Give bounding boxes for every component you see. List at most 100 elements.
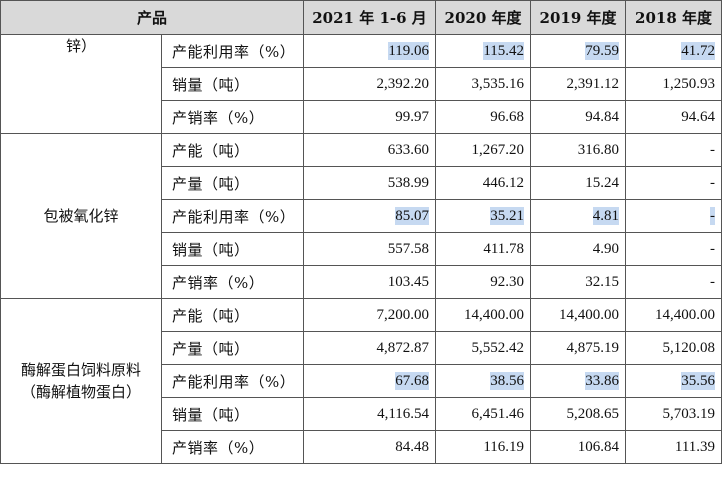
value-cell: 79.59 xyxy=(530,34,627,68)
value-cell: - xyxy=(625,133,723,167)
value-cell: 6,451.46 xyxy=(435,397,532,431)
value-text: 116.19 xyxy=(483,438,525,455)
table-row: 酶解蛋白饲料原料 （酶解植物蛋白） 产能（吨） 7,200.00 14,400.00 14… xyxy=(0,298,723,464)
value-cell: 15.24 xyxy=(530,166,627,200)
value-text: - xyxy=(710,273,716,290)
table-body: 锌） 产能利用率（%） 119.06 115.42 79.59 41.72 销量（吨） 2,3… xyxy=(0,34,723,464)
metric-label: 产量（吨） xyxy=(160,331,305,365)
value-cell: - xyxy=(625,166,723,200)
value-cell: 38.56 xyxy=(435,364,532,398)
header-row: 产品 2021 年 1-6 月 2020 年度 2019 年度 2018 年度 xyxy=(0,0,723,35)
value-cell: - xyxy=(625,265,723,299)
value-text: 411.78 xyxy=(483,240,525,257)
value-cell: 92.30 xyxy=(435,265,532,299)
value-text: 15.24 xyxy=(585,174,620,191)
value-text: - xyxy=(710,141,716,158)
value-cell: 96.68 xyxy=(435,100,532,134)
value-cell: 5,552.42 xyxy=(435,331,532,365)
value-text: 96.68 xyxy=(490,108,525,125)
value-text: 4,872.87 xyxy=(376,339,430,356)
value-cell: 41.72 xyxy=(625,34,723,68)
table-row: 锌） 产能利用率（%） 119.06 115.42 79.59 41.72 xyxy=(0,34,723,134)
value-text: 115.42 xyxy=(483,41,525,60)
table-row: 销量（吨） 2,392.20 3,535.16 2,391.12 1,250.93 xyxy=(1,67,723,101)
value-cell: 4.90 xyxy=(530,232,627,266)
value-text: 79.59 xyxy=(585,41,620,60)
header-2021h1: 2021 年 1-6 月 xyxy=(303,0,437,35)
value-text: 14,400.00 xyxy=(655,306,716,323)
value-cell: 3,535.16 xyxy=(435,67,532,101)
value-cell: 316.80 xyxy=(530,133,627,167)
value-text: 33.86 xyxy=(585,371,620,390)
value-cell: 116.19 xyxy=(435,430,532,464)
table-row: 产销率（%） 103.45 92.30 32.15 - xyxy=(1,265,723,299)
value-text: 4.81 xyxy=(592,206,620,225)
value-cell: 84.48 xyxy=(303,430,437,464)
value-text: 92.30 xyxy=(490,273,525,290)
value-text: 103.45 xyxy=(387,273,430,290)
metric-label: 产能利用率（%） xyxy=(160,34,305,68)
value-cell: 94.64 xyxy=(625,100,723,134)
value-cell: - xyxy=(625,232,723,266)
product-cell: 锌） xyxy=(0,34,162,134)
value-text: 446.12 xyxy=(482,174,525,191)
value-cell: 1,250.93 xyxy=(625,67,723,101)
product-cell: 包被氧化锌 xyxy=(0,133,162,299)
value-cell: 1,267.20 xyxy=(435,133,532,167)
value-text: 38.56 xyxy=(490,371,525,390)
value-cell: 85.07 xyxy=(303,199,437,233)
value-text: 4.90 xyxy=(592,240,620,257)
value-text: 1,267.20 xyxy=(471,141,525,158)
value-text: 316.80 xyxy=(577,141,620,158)
value-cell: 111.39 xyxy=(625,430,723,464)
header-2019: 2019 年度 xyxy=(530,0,627,35)
metric-label: 产量（吨） xyxy=(160,166,305,200)
value-text: - xyxy=(710,174,716,191)
product-name-line: 酶解蛋白饲料原料 xyxy=(20,361,141,379)
value-cell: 67.68 xyxy=(303,364,437,398)
table-row: 产量（吨） 538.99 446.12 15.24 - xyxy=(1,166,723,200)
value-cell: 103.45 xyxy=(303,265,437,299)
value-text: 5,552.42 xyxy=(471,339,525,356)
product-name-line: 包被氧化锌 xyxy=(43,207,119,225)
value-cell: 32.15 xyxy=(530,265,627,299)
value-text: 2,392.20 xyxy=(376,75,430,92)
metric-label: 产销率（%） xyxy=(160,265,305,299)
value-text: 538.99 xyxy=(387,174,430,191)
value-text: 94.84 xyxy=(585,108,620,125)
value-cell: 557.58 xyxy=(303,232,437,266)
value-text: 6,451.46 xyxy=(471,405,525,422)
value-text: 1,250.93 xyxy=(662,75,716,92)
value-text: 5,120.08 xyxy=(662,339,716,356)
value-text: 4,875.19 xyxy=(566,339,620,356)
value-text: 5,703.19 xyxy=(662,405,716,422)
value-cell: 35.21 xyxy=(435,199,532,233)
value-text: 14,400.00 xyxy=(559,306,620,323)
value-text: 14,400.00 xyxy=(464,306,525,323)
table-row: 包被氧化锌 产能（吨） 633.60 1,267.20 316.80 - xyxy=(0,133,723,299)
value-text: 84.48 xyxy=(395,438,430,455)
value-cell: 4,872.87 xyxy=(303,331,437,365)
table-row: 销量（吨） 557.58 411.78 4.90 - xyxy=(1,232,723,266)
value-cell: 4,875.19 xyxy=(530,331,627,365)
value-cell: - xyxy=(625,199,723,233)
value-text: 2,391.12 xyxy=(566,75,620,92)
value-cell: 115.42 xyxy=(435,34,532,68)
value-cell: 106.84 xyxy=(530,430,627,464)
value-text: 557.58 xyxy=(387,240,430,257)
value-text: 94.64 xyxy=(681,108,716,125)
metric-label: 销量（吨） xyxy=(160,397,305,431)
value-cell: 4,116.54 xyxy=(303,397,437,431)
table-row: 产销率（%） 99.97 96.68 94.84 94.64 xyxy=(1,100,723,134)
value-cell: 94.84 xyxy=(530,100,627,134)
metric-label: 销量（吨） xyxy=(160,232,305,266)
value-text: 119.06 xyxy=(388,41,430,60)
value-cell: 14,400.00 xyxy=(625,298,723,332)
value-cell: 5,208.65 xyxy=(530,397,627,431)
product-name-line: 锌） xyxy=(65,37,96,55)
header-product: 产品 xyxy=(0,0,305,35)
value-cell: 2,391.12 xyxy=(530,67,627,101)
table-row: 产销率（%） 84.48 116.19 106.84 111.39 xyxy=(1,430,723,464)
value-text: 106.84 xyxy=(577,438,620,455)
value-cell: 35.56 xyxy=(625,364,723,398)
